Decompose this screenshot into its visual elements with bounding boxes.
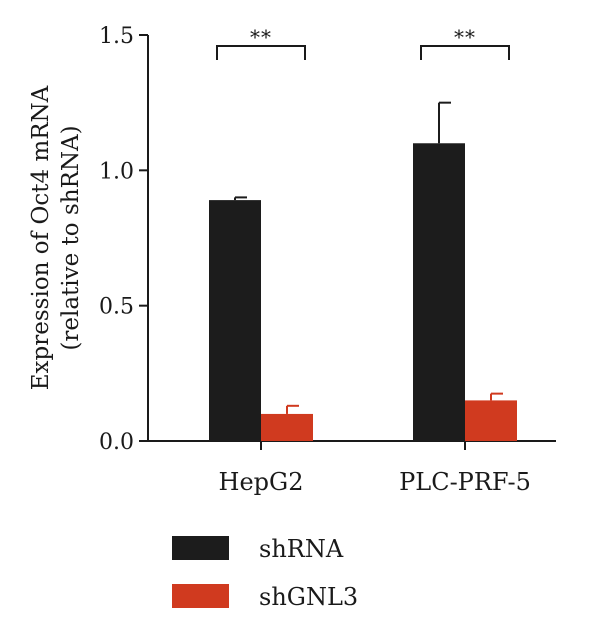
significance-bracket — [216, 45, 306, 60]
axes: 0.0 0.5 1.0 1.5 HepG2 PLC-PRF-5 — [99, 24, 556, 496]
legend-label: shGNL3 — [259, 583, 358, 611]
significance-bracket — [420, 45, 510, 60]
significance-brackets: ** ** — [216, 25, 510, 60]
legend-swatch — [172, 584, 229, 608]
legend-swatch — [172, 536, 229, 560]
x-tick-label: HepG2 — [219, 468, 304, 496]
bar-shrna — [413, 143, 465, 441]
legend: shRNA shGNL3 — [172, 535, 358, 611]
y-tick-label: 1.0 — [99, 159, 134, 184]
y-tick-label: 0.5 — [99, 295, 134, 320]
bar-shrna — [209, 200, 261, 441]
significance-label: ** — [250, 25, 272, 49]
bars — [209, 101, 517, 441]
y-tick-label: 0.0 — [99, 430, 134, 455]
y-axis-title-line-1: Expression of Oct4 mRNA — [28, 85, 54, 390]
significance-label: ** — [454, 25, 476, 49]
x-tick-label: PLC-PRF-5 — [399, 468, 531, 496]
y-axis-title-line-2: (relative to shRNA) — [58, 125, 84, 350]
bar-shgnl3 — [261, 413, 313, 441]
legend-label: shRNA — [259, 535, 344, 563]
bar-shgnl3 — [465, 400, 517, 441]
y-axis-title: Expression of Oct4 mRNA (relative to shR… — [28, 85, 84, 390]
y-tick-label: 1.5 — [99, 24, 134, 49]
